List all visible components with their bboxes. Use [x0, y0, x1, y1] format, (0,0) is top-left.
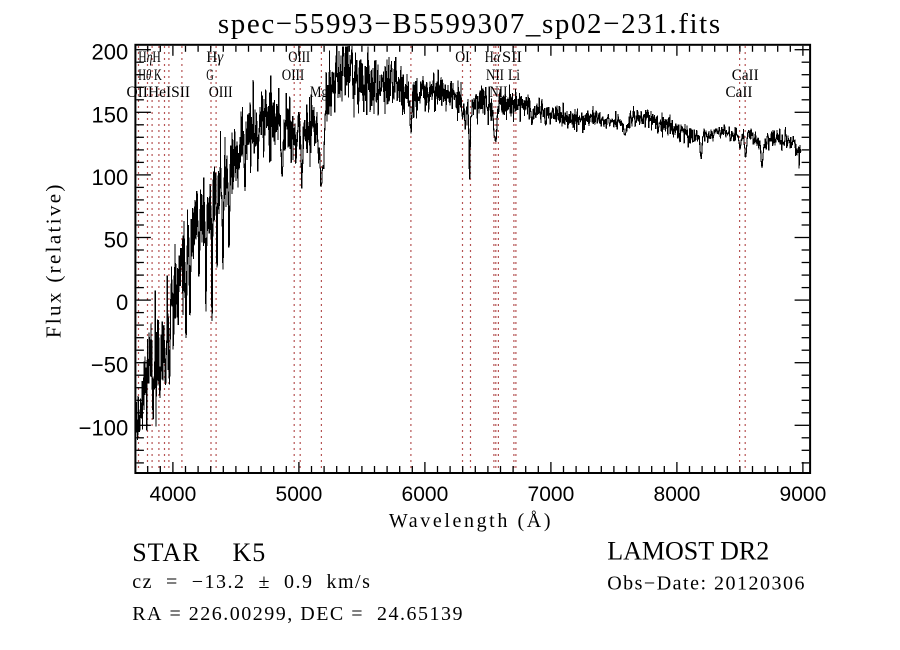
svg-text:OIII: OIII [282, 67, 305, 84]
svg-text:CaII: CaII [732, 67, 759, 84]
svg-text:−100: −100 [79, 415, 129, 440]
svg-text:Hγ: Hγ [206, 49, 223, 66]
svg-text:Hθ K: Hθ K [138, 67, 162, 84]
svg-text:−50: −50 [91, 353, 128, 378]
svg-text:Hα: Hα [485, 49, 501, 66]
svg-text:Flux (relative): Flux (relative) [42, 182, 66, 338]
svg-text:G: G [206, 67, 214, 84]
svg-text:CaII: CaII [726, 84, 753, 101]
svg-text:OIII: OIII [209, 84, 233, 101]
svg-text:spec−55993−B5599307_sp02−231.f: spec−55993−B5599307_sp02−231.fits [218, 8, 722, 40]
svg-text:Li: Li [508, 67, 520, 84]
svg-text:OIIHeISII: OIIHeISII [127, 84, 191, 101]
svg-text:4000: 4000 [150, 483, 197, 506]
svg-text:9000: 9000 [780, 483, 827, 506]
svg-text:OIII: OIII [288, 49, 310, 66]
svg-text:HηH: HηH [138, 49, 161, 66]
svg-text:K5: K5 [233, 538, 267, 567]
svg-text:NII: NII [489, 84, 507, 101]
svg-text:Obs−Date: 20120306: Obs−Date: 20120306 [607, 573, 806, 595]
svg-text:150: 150 [91, 102, 128, 127]
svg-text:OI: OI [455, 49, 470, 66]
svg-text:LAMOST DR2: LAMOST DR2 [607, 537, 769, 566]
svg-text:0: 0 [116, 290, 128, 315]
svg-text:SII: SII [502, 49, 522, 66]
svg-text:NII: NII [486, 67, 504, 84]
svg-text:RA = 226.00299, DEC = 24.6513: RA = 226.00299, DEC = 24.65139 [132, 603, 464, 625]
svg-text:50: 50 [104, 228, 128, 253]
svg-text:STAR: STAR [132, 538, 200, 567]
svg-text:Wavelength (Å): Wavelength (Å) [389, 510, 553, 532]
svg-text:7000: 7000 [528, 483, 575, 506]
svg-text:5000: 5000 [276, 483, 323, 506]
svg-text:100: 100 [91, 165, 128, 190]
svg-text:6000: 6000 [402, 483, 449, 506]
svg-text:cz = −13.2 ± 0.9 km/s: cz = −13.2 ± 0.9 km/s [132, 571, 371, 593]
svg-text:Mg: Mg [310, 84, 328, 101]
svg-text:8000: 8000 [654, 483, 701, 506]
svg-text:200: 200 [91, 40, 128, 65]
